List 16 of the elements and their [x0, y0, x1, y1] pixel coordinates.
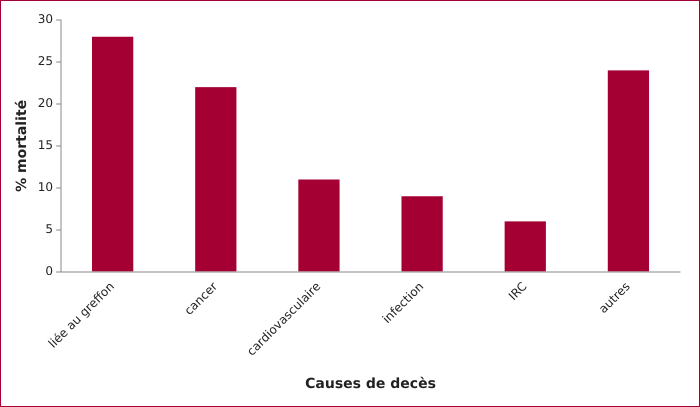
y-tick-label: 20: [38, 96, 54, 110]
bar: [401, 196, 443, 272]
x-tick-label: IRC: [506, 279, 530, 304]
y-tick-label: 10: [38, 180, 54, 194]
bar: [608, 70, 650, 272]
y-tick-label: 5: [45, 222, 54, 236]
bar: [92, 36, 134, 272]
y-tick-label: 0: [45, 264, 54, 278]
y-tick-label: 25: [38, 54, 54, 68]
y-tick-label: 15: [38, 138, 54, 152]
bar: [298, 179, 340, 272]
x-axis-title: Causes de decès: [305, 376, 436, 392]
bar: [195, 87, 236, 272]
bar: [504, 221, 546, 272]
y-axis-title: % mortalité: [14, 100, 30, 192]
y-tick-label: 30: [38, 12, 54, 26]
